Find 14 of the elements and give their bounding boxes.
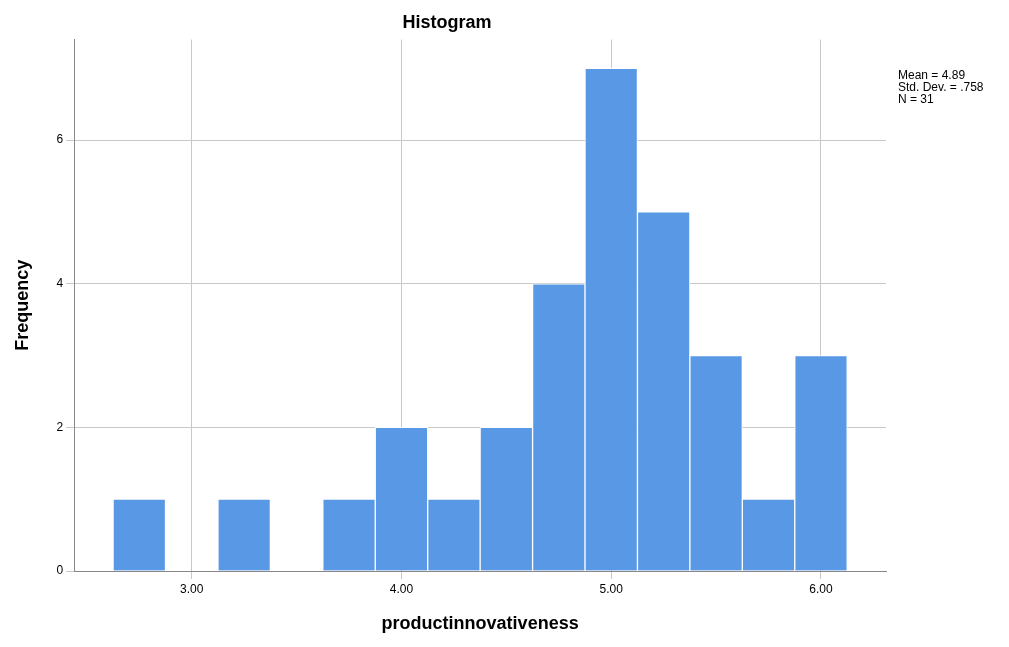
x-axis-title: productinnovativeness bbox=[381, 613, 579, 634]
x-tick-label: 6.00 bbox=[809, 581, 833, 596]
y-tick-label: 2 bbox=[56, 419, 64, 434]
text: N = 31 bbox=[898, 91, 935, 106]
x-tick-label: 3.00 bbox=[180, 581, 204, 596]
x-tick-label: 5.00 bbox=[599, 581, 624, 596]
y-tick-label: 4 bbox=[56, 276, 64, 291]
chart-title: Histogram bbox=[402, 11, 492, 32]
text: Std. Dev. = .758 bbox=[898, 79, 984, 94]
y-tick-label: 6 bbox=[56, 132, 64, 147]
y-axis-title: Frequency bbox=[11, 259, 32, 351]
x-tick-label: 4.00 bbox=[389, 581, 414, 596]
text: Mean = 4.89 bbox=[898, 67, 966, 82]
y-tick-label: 0 bbox=[56, 563, 64, 578]
